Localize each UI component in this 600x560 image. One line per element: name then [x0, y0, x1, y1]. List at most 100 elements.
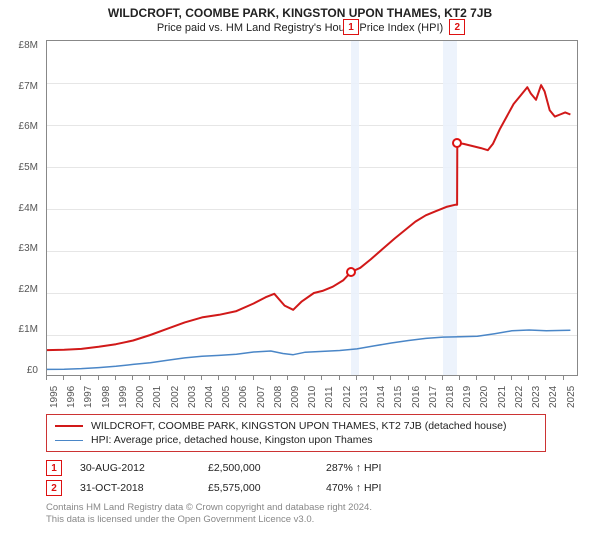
x-tick-mark [321, 376, 322, 380]
marker-table-row: 2 31-OCT-2018 £5,575,000 470% ↑ HPI [46, 478, 588, 498]
x-tick-mark [253, 376, 254, 380]
x-tick-mark [528, 376, 529, 380]
x-tick-mark [115, 376, 116, 380]
x-axis-tick: 2015 [393, 386, 404, 408]
x-tick-mark [149, 376, 150, 380]
x-tick-mark [218, 376, 219, 380]
x-axis-tick: 1998 [101, 386, 112, 408]
chart-title-block: WILDCROFT, COOMBE PARK, KINGSTON UPON TH… [12, 6, 588, 34]
x-tick-mark [563, 376, 564, 380]
legend-box: WILDCROFT, COOMBE PARK, KINGSTON UPON TH… [46, 414, 546, 452]
x-tick-mark [63, 376, 64, 380]
x-axis-tick: 2000 [135, 386, 146, 408]
x-tick-mark [545, 376, 546, 380]
footer-attribution: Contains HM Land Registry data © Crown c… [46, 502, 588, 526]
x-tick-mark [408, 376, 409, 380]
x-axis-tick: 2008 [273, 386, 284, 408]
chart-area: £8M£7M£6M£5M£4M£3M£2M£1M£0 12 1995199619… [12, 40, 588, 410]
x-tick-mark [287, 376, 288, 380]
x-tick-mark [270, 376, 271, 380]
x-tick-mark [442, 376, 443, 380]
legend-row: WILDCROFT, COOMBE PARK, KINGSTON UPON TH… [55, 419, 537, 433]
marker-dot-2 [452, 138, 462, 148]
chart-subtitle: Price paid vs. HM Land Registry's House … [12, 22, 588, 34]
x-tick-mark [339, 376, 340, 380]
x-tick-mark [425, 376, 426, 380]
footer-line-1: Contains HM Land Registry data © Crown c… [46, 502, 588, 514]
x-tick-mark [46, 376, 47, 380]
x-tick-mark [167, 376, 168, 380]
x-axis-labels: 1995199619971998199920002001200220032004… [46, 376, 578, 416]
marker-dot-1 [346, 267, 356, 277]
marker-id-box: 1 [46, 460, 62, 476]
x-tick-mark [356, 376, 357, 380]
series-property [47, 85, 570, 350]
x-tick-mark [98, 376, 99, 380]
plot-region: 12 [46, 40, 578, 376]
y-axis-tick: £3M [12, 243, 38, 254]
legend-label: WILDCROFT, COOMBE PARK, KINGSTON UPON TH… [91, 420, 506, 432]
x-tick-mark [80, 376, 81, 380]
x-axis-tick: 2019 [462, 386, 473, 408]
x-axis-tick: 2025 [566, 386, 577, 408]
x-tick-mark [494, 376, 495, 380]
y-axis-tick: £4M [12, 203, 38, 214]
marker-id-box: 2 [46, 480, 62, 496]
legend-row: HPI: Average price, detached house, King… [55, 433, 537, 447]
x-axis-tick: 2003 [187, 386, 198, 408]
x-axis-tick: 2021 [497, 386, 508, 408]
x-tick-mark [184, 376, 185, 380]
x-axis-tick: 2006 [238, 386, 249, 408]
x-axis-tick: 2001 [152, 386, 163, 408]
x-axis-tick: 2013 [359, 386, 370, 408]
marker-price: £5,575,000 [208, 482, 308, 494]
x-axis-tick: 1997 [83, 386, 94, 408]
x-axis-tick: 2009 [290, 386, 301, 408]
marker-table: 130-AUG-2012£2,500,000287% ↑ HPI231-OCT-… [46, 458, 588, 498]
x-axis-tick: 2012 [342, 386, 353, 408]
x-axis-tick: 1995 [49, 386, 60, 408]
marker-flag-1: 1 [343, 19, 359, 35]
x-tick-mark [201, 376, 202, 380]
y-axis-labels: £8M£7M£6M£5M£4M£3M£2M£1M£0 [12, 40, 42, 376]
chart-title: WILDCROFT, COOMBE PARK, KINGSTON UPON TH… [12, 6, 588, 20]
x-axis-tick: 2016 [411, 386, 422, 408]
x-axis-tick: 2011 [324, 386, 335, 408]
x-tick-mark [390, 376, 391, 380]
y-axis-tick: £2M [12, 284, 38, 295]
x-axis-tick: 2018 [445, 386, 456, 408]
x-tick-mark [476, 376, 477, 380]
y-axis-tick: £5M [12, 162, 38, 173]
x-axis-tick: 2024 [548, 386, 559, 408]
marker-flag-2: 2 [449, 19, 465, 35]
x-axis-tick: 2023 [531, 386, 542, 408]
x-tick-mark [304, 376, 305, 380]
x-tick-mark [235, 376, 236, 380]
legend-label: HPI: Average price, detached house, King… [91, 434, 373, 446]
x-axis-tick: 2007 [256, 386, 267, 408]
x-axis-tick: 2002 [170, 386, 181, 408]
marker-date: 31-OCT-2018 [80, 482, 190, 494]
x-axis-tick: 2004 [204, 386, 215, 408]
x-tick-mark [511, 376, 512, 380]
x-axis-tick: 2014 [376, 386, 387, 408]
marker-price: £2,500,000 [208, 462, 308, 474]
x-tick-mark [132, 376, 133, 380]
y-axis-tick: £0 [12, 365, 38, 376]
y-axis-tick: £8M [12, 40, 38, 51]
marker-table-row: 130-AUG-2012£2,500,000287% ↑ HPI [46, 458, 588, 478]
x-axis-tick: 2017 [428, 386, 439, 408]
y-axis-tick: £6M [12, 121, 38, 132]
x-axis-tick: 2005 [221, 386, 232, 408]
x-axis-tick: 2010 [307, 386, 318, 408]
y-axis-tick: £1M [12, 324, 38, 335]
marker-pct: 287% ↑ HPI [326, 462, 446, 474]
x-tick-mark [459, 376, 460, 380]
x-axis-tick: 2022 [514, 386, 525, 408]
x-axis-tick: 1996 [66, 386, 77, 408]
legend-swatch [55, 440, 83, 441]
marker-pct: 470% ↑ HPI [326, 482, 446, 494]
series-svg [47, 41, 579, 377]
x-tick-mark [373, 376, 374, 380]
series-hpi [47, 330, 570, 369]
